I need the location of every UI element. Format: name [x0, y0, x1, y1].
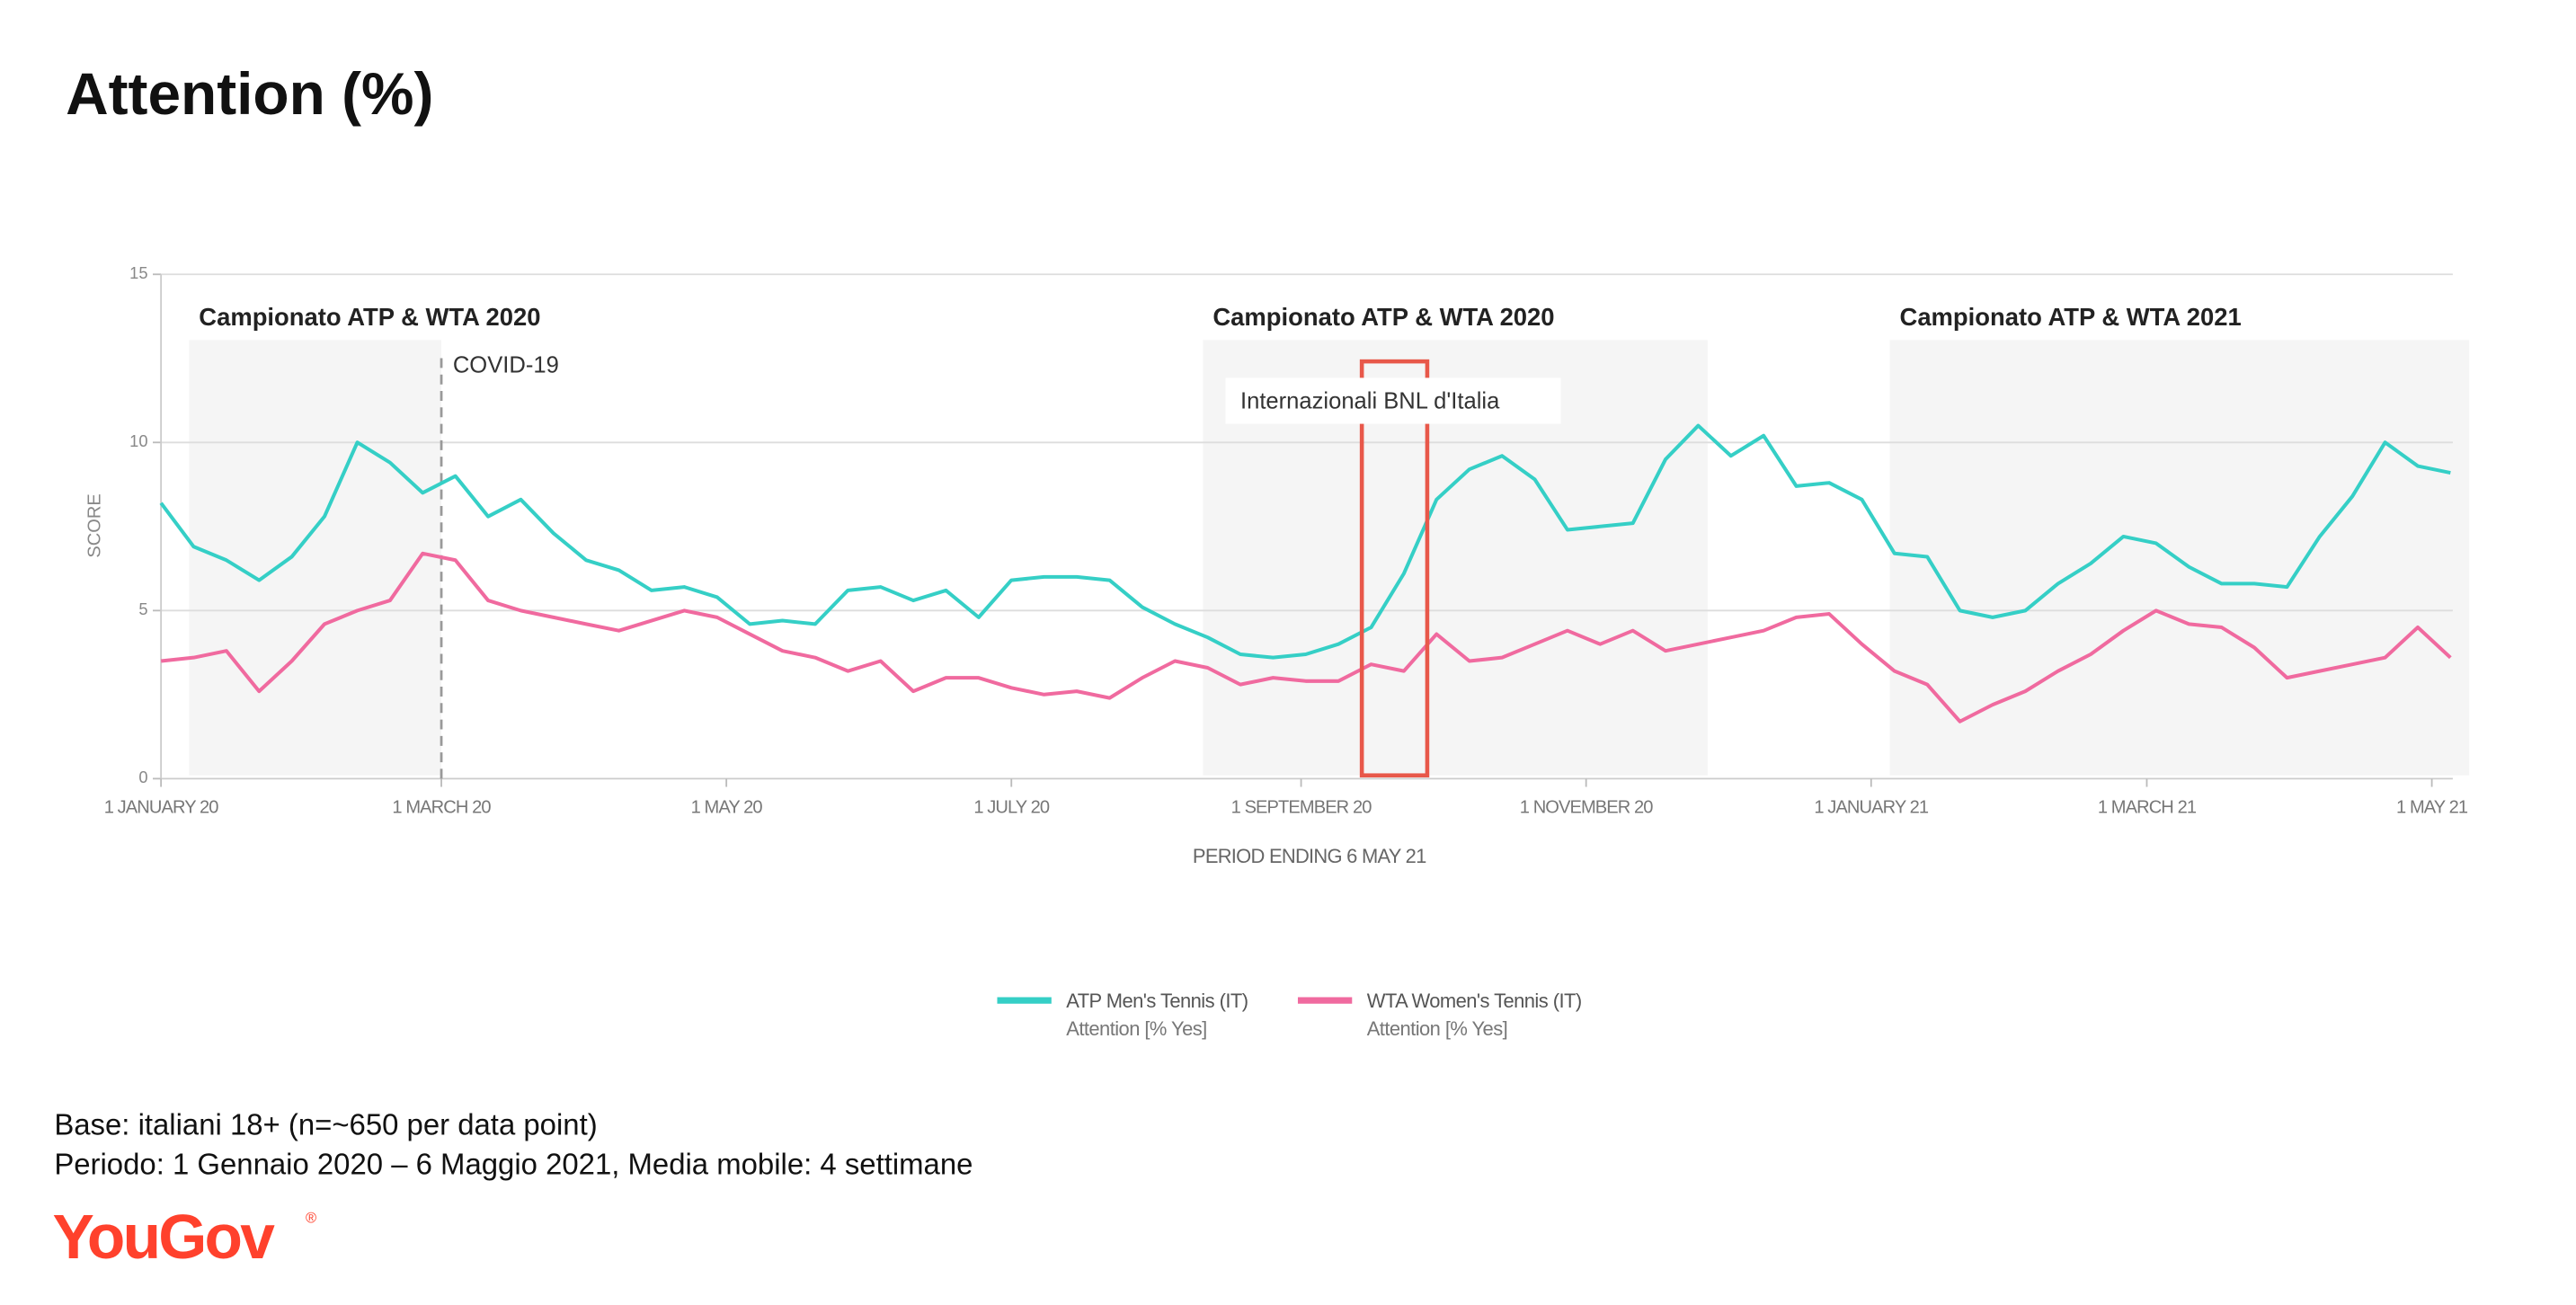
- series-line: [160, 551, 2452, 724]
- x-tick-label: 1 MAY 20: [691, 798, 763, 818]
- x-tick-label: 1 JANUARY 20: [104, 798, 219, 818]
- x-tick-label: 1 NOVEMBER 20: [1520, 798, 1654, 818]
- y-axis-label: SCORE: [84, 493, 104, 557]
- highlight-label-bg: [1225, 377, 1561, 424]
- logo: YouGov: [52, 1202, 275, 1272]
- x-tick-label: 1 SEPTEMBER 20: [1231, 798, 1372, 818]
- legend-label: WTA Women's Tennis (IT): [1367, 990, 1582, 1012]
- region-label: Campionato ATP & WTA 2020: [199, 303, 540, 331]
- y-tick-label: 5: [138, 599, 147, 618]
- x-axis-label: PERIOD ENDING 6 MAY 21: [1193, 845, 1426, 867]
- y-tick-label: 0: [138, 768, 147, 786]
- chart-title: Attention (%): [66, 60, 433, 127]
- region: [189, 340, 442, 776]
- x-tick-label: 1 MARCH 21: [2098, 798, 2197, 818]
- y-tick-label: 10: [129, 431, 147, 450]
- highlight-label: Internazionali BNL d'Italia: [1240, 389, 1500, 414]
- footnote: Base: italiani 18+ (n=~650 per data poin…: [54, 1108, 597, 1141]
- series-line: [159, 423, 2451, 660]
- x-tick-label: 1 JULY 20: [973, 798, 1049, 818]
- region-label: Campionato ATP & WTA 2021: [1900, 303, 2242, 331]
- x-tick-label: 1 MARCH 20: [392, 798, 491, 818]
- legend-sublabel: Attention [% Yes]: [1367, 1017, 1507, 1040]
- legend-sublabel: Attention [% Yes]: [1066, 1017, 1206, 1040]
- event-label: COVID-19: [453, 352, 559, 377]
- footnote: Periodo: 1 Gennaio 2020 – 6 Maggio 2021,…: [54, 1147, 973, 1180]
- highlight-box: [1359, 359, 1430, 778]
- region: [1889, 340, 2470, 776]
- y-tick-label: 15: [129, 263, 147, 282]
- x-tick-label: 1 MAY 21: [2396, 798, 2468, 818]
- region-label: Campionato ATP & WTA 2020: [1212, 303, 1554, 331]
- x-tick-label: 1 JANUARY 21: [1814, 798, 1929, 818]
- legend-label: ATP Men's Tennis (IT): [1066, 990, 1248, 1012]
- logo-mark: ®: [306, 1211, 316, 1227]
